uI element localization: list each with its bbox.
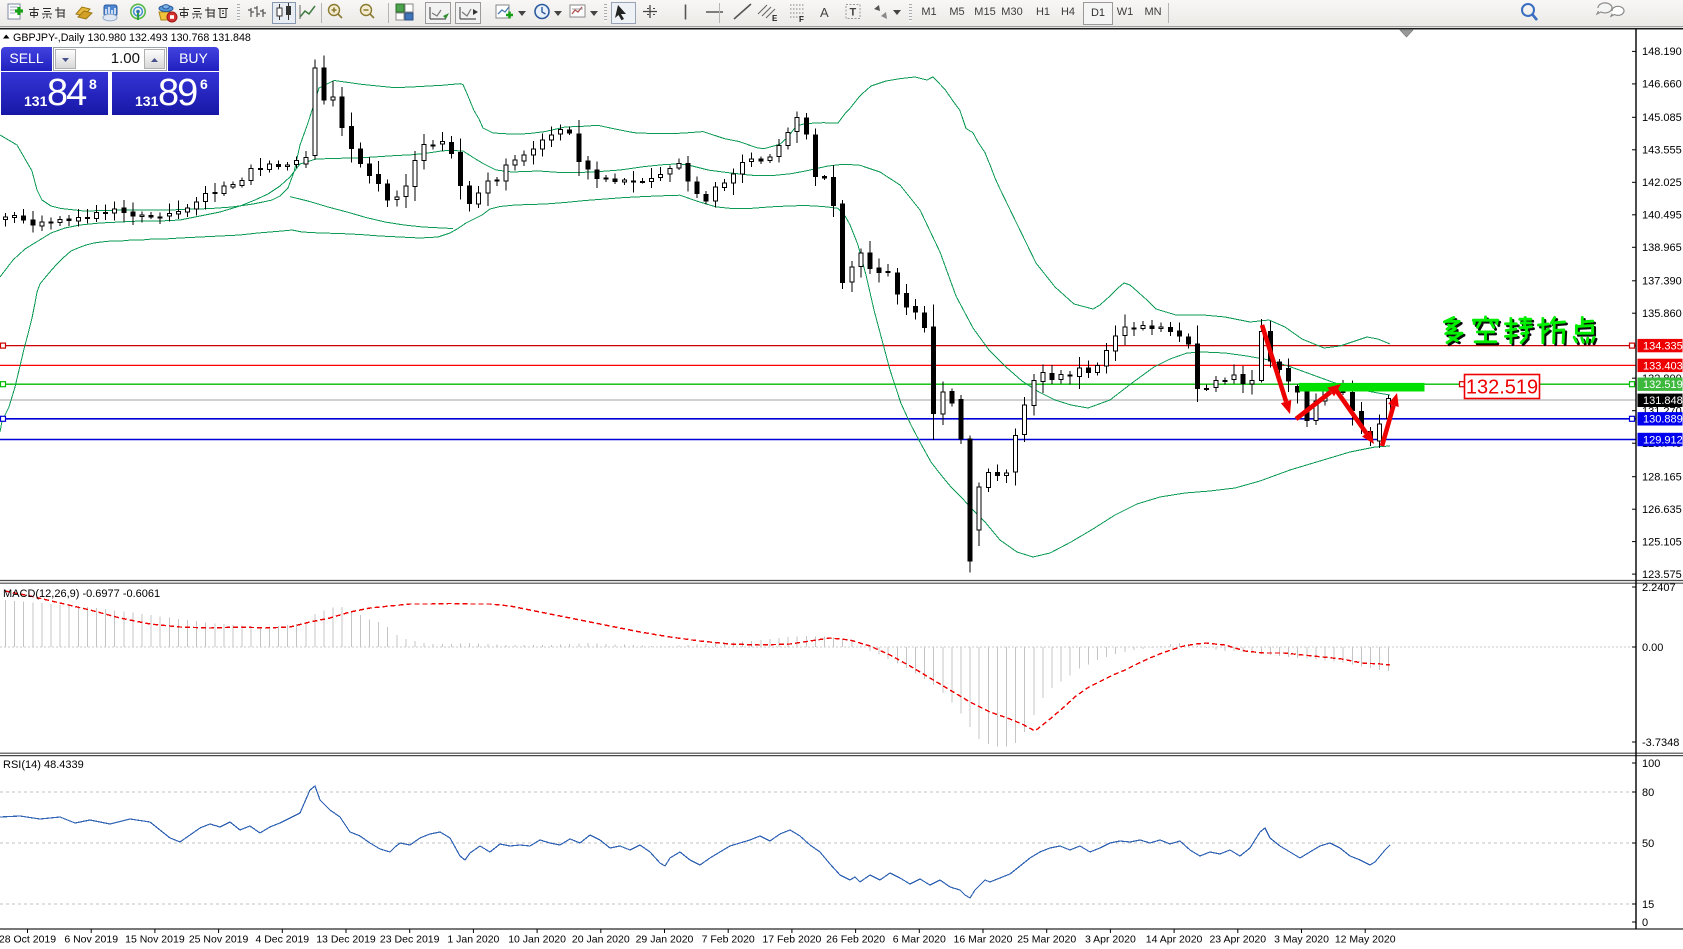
svg-text:125.105: 125.105 (1642, 536, 1682, 548)
svg-text:12 May 2020: 12 May 2020 (1335, 934, 1396, 946)
svg-text:16 Mar 2020: 16 Mar 2020 (954, 934, 1013, 946)
svg-text:GBPJPY-,Daily 130.980 132.493: GBPJPY-,Daily 130.980 132.493 130.768 13… (13, 32, 251, 44)
svg-text:23 Dec 2019: 23 Dec 2019 (380, 934, 440, 946)
svg-text:135.860: 135.860 (1642, 308, 1682, 320)
svg-text:T: T (850, 7, 857, 19)
svg-text:130.889: 130.889 (1643, 414, 1683, 426)
svg-text:14 Apr 2020: 14 Apr 2020 (1146, 934, 1203, 946)
svg-text:142.025: 142.025 (1642, 177, 1682, 189)
svg-text:134.335: 134.335 (1643, 341, 1683, 353)
svg-text:132.519: 132.519 (1643, 379, 1683, 391)
svg-text:140.495: 140.495 (1642, 210, 1682, 222)
svg-text:25 Nov 2019: 25 Nov 2019 (189, 934, 249, 946)
svg-text:146.660: 146.660 (1642, 79, 1682, 91)
svg-text:15 Nov 2019: 15 Nov 2019 (125, 934, 185, 946)
svg-text:126.635: 126.635 (1642, 504, 1682, 516)
svg-text:28 Oct 2019: 28 Oct 2019 (0, 934, 56, 946)
svg-text:50: 50 (1642, 838, 1654, 850)
svg-text:23 Apr 2020: 23 Apr 2020 (1209, 934, 1266, 946)
svg-text:131.848: 131.848 (1643, 395, 1683, 407)
svg-text:17 Feb 2020: 17 Feb 2020 (762, 934, 821, 946)
svg-text:0: 0 (1642, 917, 1648, 929)
svg-text:A: A (820, 5, 829, 20)
svg-text:6 Nov 2019: 6 Nov 2019 (64, 934, 118, 946)
svg-text:3 May 2020: 3 May 2020 (1274, 934, 1329, 946)
svg-text:1 Jan 2020: 1 Jan 2020 (447, 934, 499, 946)
svg-text:0.00: 0.00 (1642, 642, 1663, 654)
svg-text:143.555: 143.555 (1642, 145, 1682, 157)
svg-text:3 Apr 2020: 3 Apr 2020 (1085, 934, 1136, 946)
svg-text:145.085: 145.085 (1642, 112, 1682, 124)
svg-text:138.965: 138.965 (1642, 242, 1682, 254)
svg-text:123.575: 123.575 (1642, 569, 1682, 581)
svg-text:F: F (799, 15, 804, 24)
svg-text:MACD(12,26,9) -0.6977 -0.6061: MACD(12,26,9) -0.6977 -0.6061 (3, 588, 160, 600)
svg-text:132.519: 132.519 (1466, 377, 1538, 399)
svg-text:129.912: 129.912 (1643, 434, 1683, 446)
svg-text:RSI(14) 48.4339: RSI(14) 48.4339 (3, 759, 84, 771)
svg-text:26 Feb 2020: 26 Feb 2020 (826, 934, 885, 946)
svg-text:15: 15 (1642, 899, 1654, 911)
svg-text:6 Mar 2020: 6 Mar 2020 (893, 934, 946, 946)
svg-text:100: 100 (1642, 758, 1660, 770)
svg-text:2.2407: 2.2407 (1642, 582, 1676, 594)
svg-text:128.165: 128.165 (1642, 472, 1682, 484)
svg-text:-3.7348: -3.7348 (1642, 737, 1679, 749)
svg-text:20 Jan 2020: 20 Jan 2020 (572, 934, 630, 946)
svg-text:E: E (772, 14, 778, 23)
svg-text:10 Jan 2020: 10 Jan 2020 (508, 934, 566, 946)
svg-text:80: 80 (1642, 787, 1654, 799)
svg-text:137.390: 137.390 (1642, 276, 1682, 288)
svg-text:25 Mar 2020: 25 Mar 2020 (1017, 934, 1076, 946)
svg-text:133.403: 133.403 (1643, 360, 1683, 372)
svg-text:7 Feb 2020: 7 Feb 2020 (702, 934, 755, 946)
svg-text:4 Dec 2019: 4 Dec 2019 (255, 934, 309, 946)
svg-text:29 Jan 2020: 29 Jan 2020 (636, 934, 694, 946)
svg-text:13 Dec 2019: 13 Dec 2019 (316, 934, 376, 946)
svg-text:148.190: 148.190 (1642, 46, 1682, 58)
